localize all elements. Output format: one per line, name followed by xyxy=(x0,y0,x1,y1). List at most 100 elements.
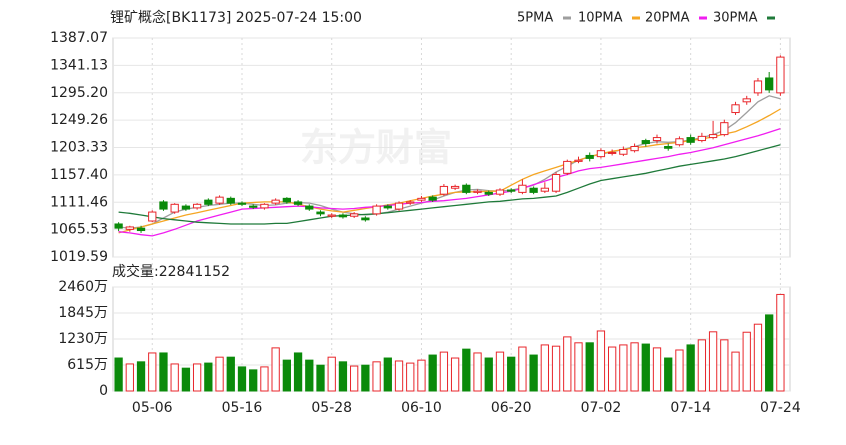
volume-bar xyxy=(697,339,707,392)
volume-bar xyxy=(293,352,303,392)
chart-title: 锂矿概念[BK1173] 2025-07-24 15:00 xyxy=(110,9,362,26)
ma-line xyxy=(118,127,781,237)
candle-body xyxy=(708,134,718,139)
volume-bar xyxy=(383,357,392,392)
legend-label: 20PMA xyxy=(645,11,690,26)
candle-body xyxy=(249,205,258,208)
volume-bar xyxy=(484,357,493,392)
candle-body xyxy=(664,146,673,149)
candle-body xyxy=(518,184,527,193)
candle-body xyxy=(428,196,437,201)
candle-body xyxy=(114,223,123,229)
volume-bar xyxy=(652,347,662,392)
y-tick-label: 1203.33 xyxy=(50,140,108,156)
candle-body xyxy=(484,191,493,195)
volume-bar xyxy=(350,365,359,392)
x-tick-label: 07-14 xyxy=(670,400,711,416)
candle-body xyxy=(686,137,695,143)
candle-body xyxy=(215,196,224,204)
candle-body xyxy=(372,205,381,215)
candle-body xyxy=(776,56,785,94)
volume-bar xyxy=(495,351,505,392)
candle-body xyxy=(148,211,157,222)
volume-bar xyxy=(529,354,538,392)
y-tick-label: 1019.59 xyxy=(50,249,108,265)
candle-body xyxy=(551,174,561,192)
volume-bar xyxy=(675,349,684,392)
candle-body xyxy=(226,197,235,204)
volume-bar xyxy=(462,348,471,392)
volume-bar xyxy=(204,362,213,392)
volume-bar xyxy=(192,363,202,392)
volume-tick-label: 1230万 xyxy=(58,331,108,347)
volume-bar xyxy=(731,351,740,392)
candle-body xyxy=(204,199,213,205)
volume-bar xyxy=(776,293,785,392)
candle-body xyxy=(630,146,639,152)
volume-bar xyxy=(226,356,235,392)
legend-label: 30PMA xyxy=(713,11,758,26)
volume-bar xyxy=(551,345,561,392)
volume-tick-label: 1845万 xyxy=(58,305,108,321)
candle-body xyxy=(765,77,774,91)
ma-line xyxy=(118,108,781,234)
candle-body xyxy=(563,160,572,174)
volume-bar xyxy=(518,346,527,392)
volume-bar xyxy=(742,331,751,392)
volume-bar xyxy=(765,314,774,392)
volume-bar xyxy=(271,347,280,392)
candle-body xyxy=(596,150,606,158)
volume-bar xyxy=(664,357,673,392)
volume-bar xyxy=(428,354,437,392)
candle-body xyxy=(574,159,583,162)
candle-body xyxy=(641,140,650,145)
candle-body xyxy=(260,203,269,209)
candle-body xyxy=(338,214,348,218)
candle-body xyxy=(652,137,662,142)
candle-body xyxy=(181,205,191,210)
candle-body xyxy=(731,104,740,114)
volume-bar xyxy=(450,357,460,392)
candle-body xyxy=(271,199,280,204)
candle-body xyxy=(125,226,134,230)
candle-body xyxy=(136,227,146,232)
volume-bar xyxy=(249,369,258,392)
volume-bar xyxy=(630,342,639,392)
candle-body xyxy=(192,203,202,209)
candle-body xyxy=(170,203,179,213)
candle-body xyxy=(293,201,303,205)
y-tick-label: 1341.13 xyxy=(50,57,108,73)
candle-body xyxy=(417,197,426,201)
volume-bar xyxy=(327,356,336,392)
x-tick-label: 07-24 xyxy=(760,400,801,416)
x-tick-label: 06-20 xyxy=(491,400,532,416)
volume-bar xyxy=(686,344,695,392)
volume-bar xyxy=(260,366,269,392)
volume-bar xyxy=(574,342,583,392)
volume-bar xyxy=(215,356,224,392)
volume-bar xyxy=(596,330,606,392)
volume-bar xyxy=(439,351,449,392)
x-tick-label: 05-06 xyxy=(132,400,173,416)
candle-body xyxy=(406,201,415,204)
candle-body xyxy=(529,187,538,193)
volume-bar xyxy=(114,357,123,392)
candle-body xyxy=(619,148,628,155)
y-tick-label: 1387.07 xyxy=(50,30,108,46)
volume-bar xyxy=(563,336,572,392)
volume-tick-label: 615万 xyxy=(67,357,108,373)
volume-bar xyxy=(753,323,763,392)
volume-bar xyxy=(125,363,134,392)
volume-bar xyxy=(237,366,247,392)
volume-bar xyxy=(417,359,426,392)
candle-body xyxy=(540,187,549,192)
volume-bar xyxy=(136,361,146,392)
candle-body xyxy=(450,185,460,189)
y-tick-label: 1157.40 xyxy=(50,167,108,183)
volume-bar xyxy=(394,360,404,392)
volume-bar xyxy=(585,342,594,392)
volume-tick-label: 0 xyxy=(99,383,108,399)
volume-bar xyxy=(159,352,168,392)
